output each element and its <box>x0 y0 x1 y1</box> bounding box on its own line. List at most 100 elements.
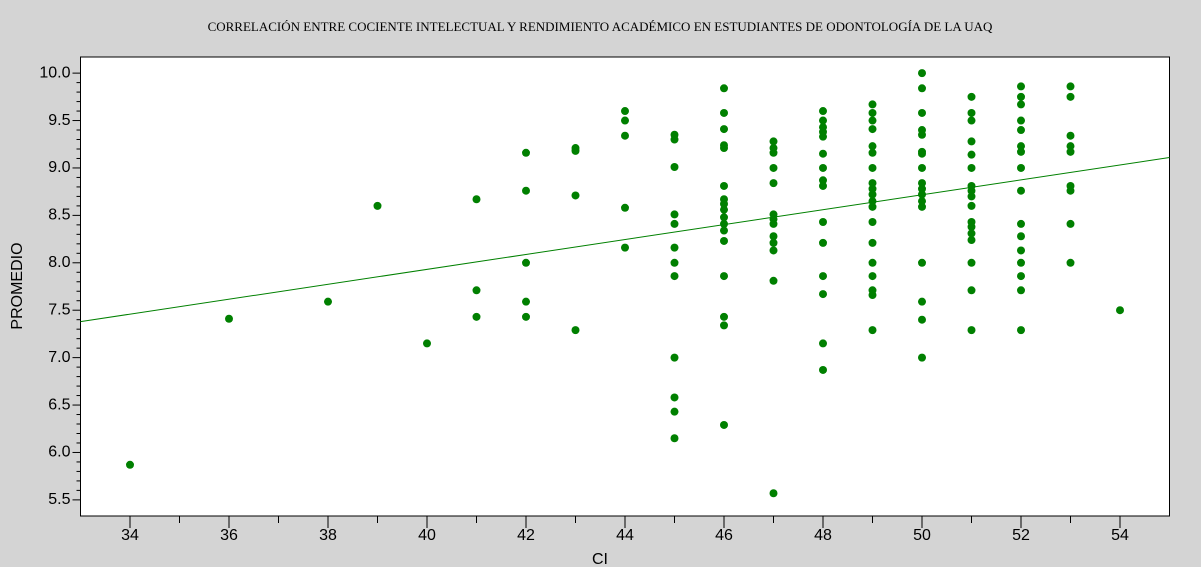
point <box>720 108 728 117</box>
point <box>670 210 679 219</box>
point <box>1017 163 1025 172</box>
point <box>571 326 580 335</box>
point <box>1066 147 1075 156</box>
point <box>918 84 926 93</box>
point <box>670 243 679 252</box>
point <box>819 238 827 247</box>
point <box>918 297 926 306</box>
point <box>670 393 679 402</box>
point <box>868 190 877 199</box>
point <box>868 148 877 157</box>
point <box>819 149 827 158</box>
y-tick-label: 9.0 <box>48 159 70 176</box>
point <box>1017 219 1025 228</box>
point <box>918 108 926 117</box>
point <box>522 297 530 306</box>
point <box>670 163 679 172</box>
y-tick-label: 6.0 <box>48 444 70 461</box>
y-tick-label: 5.5 <box>48 491 70 508</box>
x-tick-label: 54 <box>1111 527 1129 544</box>
y-tick-label: 10.0 <box>39 64 70 81</box>
point <box>918 163 926 172</box>
point <box>1017 116 1025 125</box>
point <box>621 116 629 125</box>
point <box>868 142 877 151</box>
point <box>720 84 728 93</box>
point <box>967 201 976 210</box>
point <box>868 272 877 281</box>
point <box>769 238 778 247</box>
point <box>126 460 134 469</box>
point <box>1116 306 1124 315</box>
point <box>423 339 431 348</box>
point <box>1017 286 1025 295</box>
point <box>670 434 679 443</box>
point <box>967 116 976 125</box>
point <box>1066 142 1075 151</box>
point <box>918 197 926 206</box>
point <box>819 176 827 185</box>
point <box>720 219 728 228</box>
y-tick-label: 7.5 <box>48 301 70 318</box>
point <box>720 144 728 153</box>
point <box>720 236 728 245</box>
point <box>472 195 481 204</box>
point <box>918 353 926 362</box>
point <box>720 420 728 429</box>
point <box>1017 147 1025 156</box>
point <box>670 135 679 144</box>
y-tick-label: 8.0 <box>48 254 70 271</box>
x-tick-label: 46 <box>715 527 733 544</box>
y-tick-label: 9.5 <box>48 112 70 129</box>
point <box>819 365 827 374</box>
point <box>819 218 827 227</box>
point <box>522 148 530 157</box>
point <box>670 272 679 281</box>
point <box>621 131 629 140</box>
point <box>918 184 926 193</box>
point <box>769 246 778 255</box>
plot-area <box>80 56 1170 517</box>
point <box>967 163 976 172</box>
point <box>918 258 926 267</box>
point <box>918 202 926 211</box>
point <box>769 219 778 228</box>
point <box>819 163 827 172</box>
point <box>819 290 827 299</box>
trend-line <box>80 157 1170 323</box>
point <box>868 163 877 172</box>
point <box>967 192 976 201</box>
point <box>868 108 877 117</box>
point <box>522 186 530 195</box>
point <box>769 137 778 146</box>
point <box>967 108 976 117</box>
point <box>967 236 976 245</box>
point <box>670 353 679 362</box>
y-tick-label: 7.0 <box>48 349 70 366</box>
point <box>1017 126 1025 135</box>
point <box>1017 142 1025 151</box>
point <box>720 321 728 330</box>
x-tick-label: 36 <box>220 527 238 544</box>
x-tick-label: 52 <box>1012 527 1030 544</box>
point <box>720 272 728 281</box>
point <box>967 286 976 295</box>
point <box>868 100 877 109</box>
point <box>720 199 728 208</box>
point <box>1066 131 1075 140</box>
point <box>769 232 778 241</box>
y-axis-label: PROMEDIO <box>9 242 26 329</box>
point <box>769 179 778 188</box>
point <box>670 407 679 416</box>
point <box>918 190 926 199</box>
point <box>720 125 728 134</box>
point <box>1017 326 1025 335</box>
point <box>1066 219 1075 228</box>
point <box>967 326 976 335</box>
point <box>324 297 332 306</box>
point <box>472 312 481 321</box>
x-tick-label: 38 <box>319 527 337 544</box>
point <box>472 286 481 295</box>
point <box>1017 92 1025 101</box>
